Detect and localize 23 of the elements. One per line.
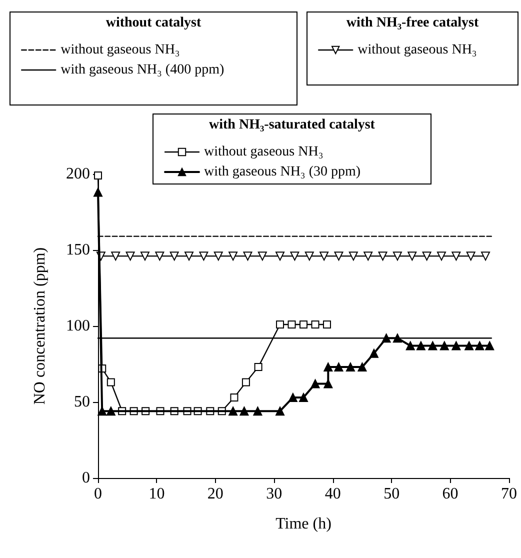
legend-label: with gaseous NH₃ (30 ppm) <box>204 164 361 180</box>
y-tick-label: 150 <box>66 242 90 258</box>
legend-label: without gaseous NH₃ <box>358 42 477 58</box>
x-tick-label: 10 <box>148 486 165 502</box>
x-tick-label: 60 <box>442 486 458 502</box>
x-tick-label: 50 <box>384 486 400 502</box>
y-tick-label: 100 <box>66 318 90 334</box>
y-tick-label: 0 <box>82 470 90 486</box>
legend-label: without gaseous NH₃ <box>204 144 324 160</box>
x-tick-label: 20 <box>207 486 224 502</box>
y-tick-label: 50 <box>74 394 90 410</box>
text: with NH₃-saturated catalyst <box>209 118 376 132</box>
text: with NH₃-free catalyst <box>346 16 479 30</box>
x-axis-title: Time (h) <box>276 516 332 532</box>
y-axis-title: NO concentration (ppm) <box>32 247 48 405</box>
legend-label: without gaseous NH₃ <box>60 42 180 58</box>
x-tick-label: 40 <box>324 486 341 502</box>
legend-label: with gaseous NH₃ (400 ppm) <box>60 62 224 78</box>
x-tick-label: 30 <box>266 486 282 502</box>
x-tick-label: 0 <box>94 486 102 502</box>
text: without catalyst <box>106 16 202 30</box>
y-tick-label: 200 <box>66 166 90 182</box>
x-tick-label: 70 <box>501 486 517 502</box>
